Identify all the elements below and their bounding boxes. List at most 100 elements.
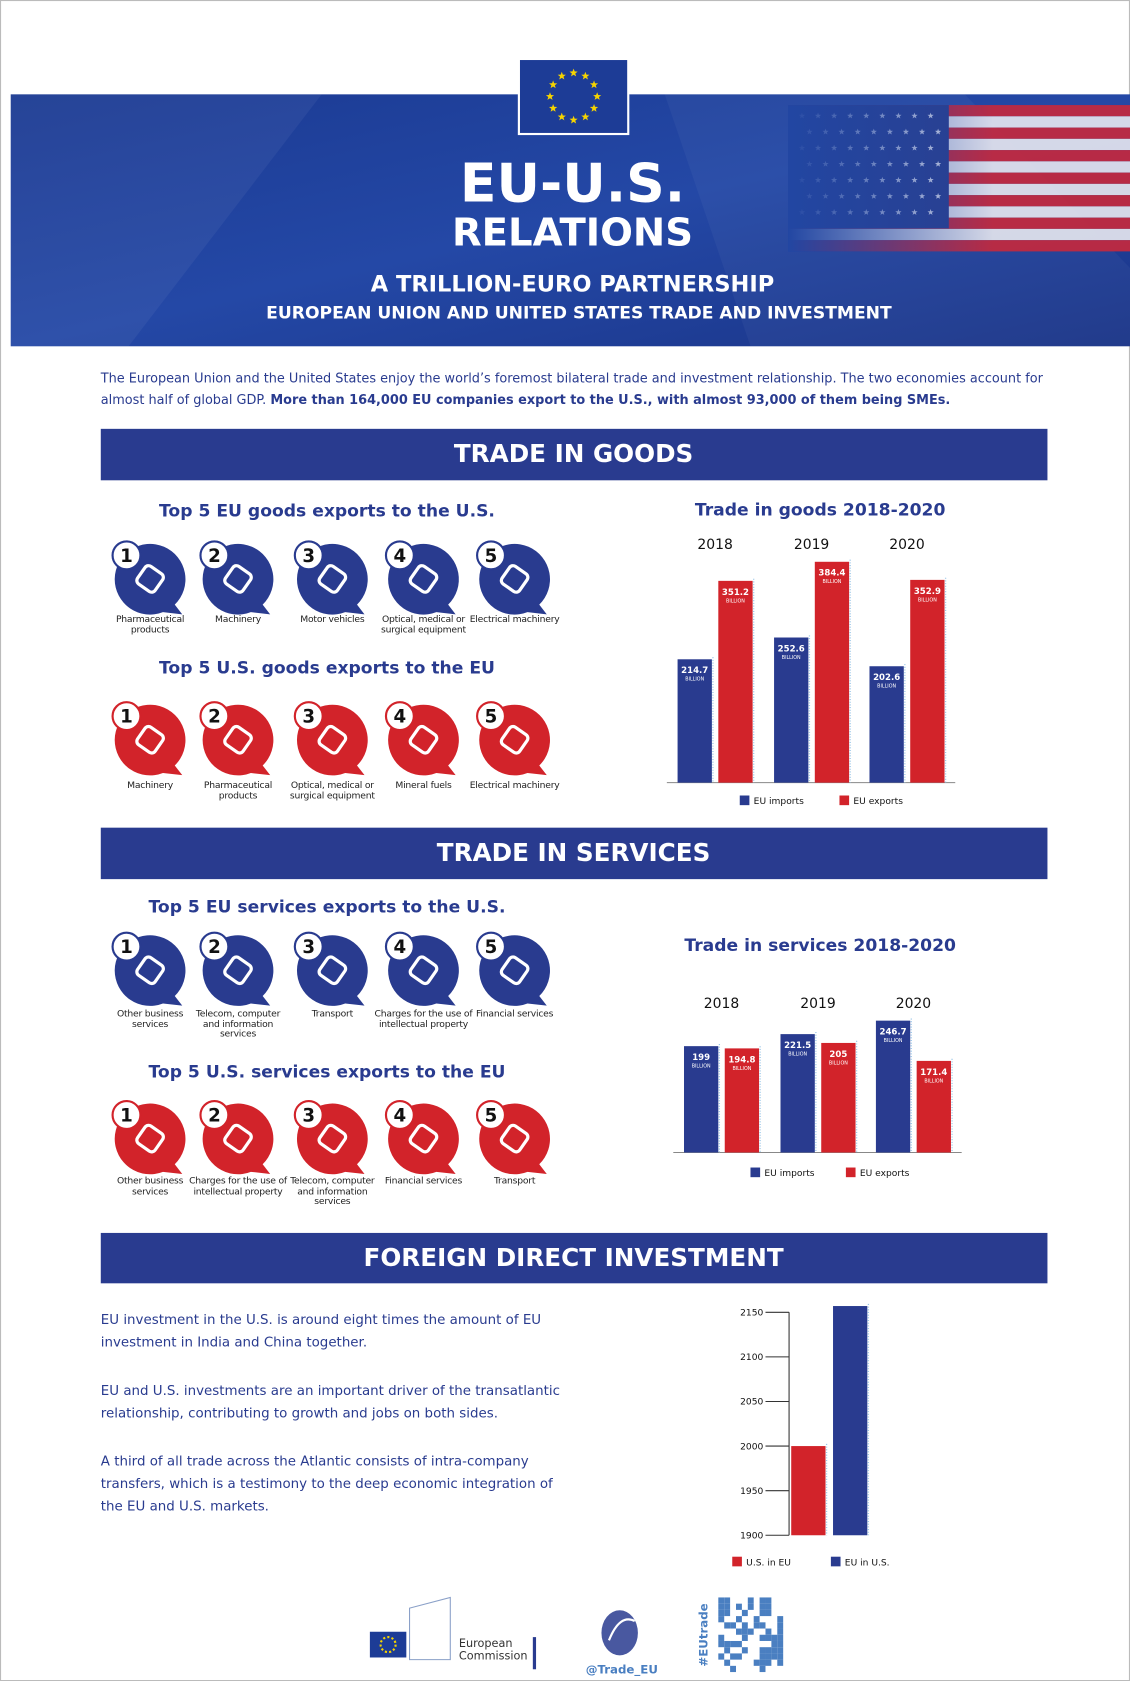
header-subtitle: EUROPEAN UNION AND UNITED STATES TRADE A… [266,303,892,323]
qr-cell [777,1616,783,1622]
qr-cell [724,1641,730,1647]
qr-cell [771,1641,777,1647]
infographic: EU-U.S. RELATIONS A TRILLION-EURO PARTNE… [0,0,1130,1681]
rank-number: 3 [302,1105,315,1126]
qr-cell [736,1616,742,1622]
qr-cell [777,1635,783,1641]
value-label: 205 [829,1050,847,1060]
qr-cell [718,1610,724,1616]
bar [718,581,752,783]
item-label: Optical, medical or surgical equipment [374,615,473,635]
value-unit: BILLION [726,598,745,604]
qr-cell [736,1629,742,1635]
header-tagline: A TRILLION-EURO PARTNERSHIP [371,272,774,298]
legend-label: EU imports [764,1169,814,1179]
value-label: 221.5 [784,1041,811,1051]
value-label: 214.7 [681,666,708,676]
rank-number: 5 [485,937,498,958]
value-unit: BILLION [788,1052,807,1058]
qr-cell [760,1604,766,1610]
value-unit: BILLION [732,1066,751,1072]
intro: The European Union and the United States… [101,368,1061,411]
value-label: 202.6 [873,673,900,683]
qr-cell [765,1635,771,1641]
item-label: Optical, medical or surgical equipment [283,782,382,802]
us-flag [788,105,1130,252]
qr-cell [724,1610,730,1616]
intro-highlight: More than 164,000 EU companies export to… [270,392,950,407]
bar [910,580,944,783]
qr-cell [718,1653,724,1659]
legend-swatch [750,1168,760,1178]
qr-cell [777,1647,783,1653]
qr-cell [730,1653,736,1659]
qr-cell [771,1647,777,1653]
value-label: 352.9 [914,587,941,597]
rank-number: 2 [208,937,221,958]
qr-cell [724,1647,730,1653]
y-tick-label: 1900 [740,1531,763,1541]
rank-number: 4 [394,546,407,567]
legend-swatch [846,1168,856,1178]
fdi-paragraph: A third of all trade across the Atlantic… [101,1449,573,1517]
qr-cell [771,1635,777,1641]
rank-number: 2 [208,1105,221,1126]
artwork: EU-U.S. RELATIONS A TRILLION-EURO PARTNE… [0,0,1130,1681]
qr-cell [765,1660,771,1666]
item-label: Other business services [101,1010,200,1030]
value-unit: BILLION [924,1078,943,1084]
legend-label: EU exports [853,797,903,807]
qr-cell [777,1622,783,1628]
qr-cell [742,1635,748,1641]
qr-cell [718,1635,724,1641]
qr-cell [777,1629,783,1635]
qr-cell [730,1622,736,1628]
qr-cell [760,1660,766,1666]
twitter-icon [601,1610,637,1655]
qr-cell [718,1641,724,1647]
rank-number: 1 [120,546,133,567]
qr-cell [754,1660,760,1666]
qr-cell [742,1622,748,1628]
qr-cell [730,1666,736,1672]
fdi-paragraph: EU investment in the U.S. is around eigh… [101,1308,573,1353]
qr-cell [765,1597,771,1603]
page-root: EU-U.S. Relations { "header": { "title":… [0,0,1130,1681]
year-label: 2019 [800,996,835,1012]
rank-number: 3 [302,937,315,958]
qr-cell [777,1641,783,1647]
qr-cell [724,1660,730,1666]
rank-number: 2 [208,546,221,567]
qr-cell [748,1597,754,1603]
bar [815,562,849,783]
value-unit: BILLION [685,677,704,683]
qr-cell [765,1610,771,1616]
qr-cell [760,1597,766,1603]
value-label: 194.8 [728,1055,755,1065]
twitter-badge [601,1610,637,1655]
qr-cell [777,1653,783,1659]
year-label: 2019 [794,537,829,553]
value-label: 384.4 [818,569,845,579]
year-label: 2018 [704,996,739,1012]
qr-cell [730,1641,736,1647]
item-label: Financial services [374,1177,473,1187]
ec-logo-flag [370,1632,406,1658]
item-label: Telecom, computer and information servic… [189,1010,288,1041]
header-title: EU-U.S. [460,152,685,215]
item-label: Charges for the use of intellectual prop… [374,1010,473,1030]
qr-cell [736,1604,742,1610]
chart-title: Trade in services 2018-2020 [684,936,956,956]
legend-swatch [732,1557,742,1567]
y-tick-label: 2000 [740,1442,763,1452]
qr-cell [718,1604,724,1610]
y-tick-label: 2050 [740,1398,763,1408]
rank-number: 1 [120,937,133,958]
value-unit: BILLION [829,1060,848,1066]
legend-swatch [839,796,849,806]
value-label: 351.2 [722,588,749,598]
rank-number: 4 [394,707,407,728]
value-unit: BILLION [692,1064,711,1070]
qr-cell [765,1629,771,1635]
value-label: 199 [692,1053,710,1063]
